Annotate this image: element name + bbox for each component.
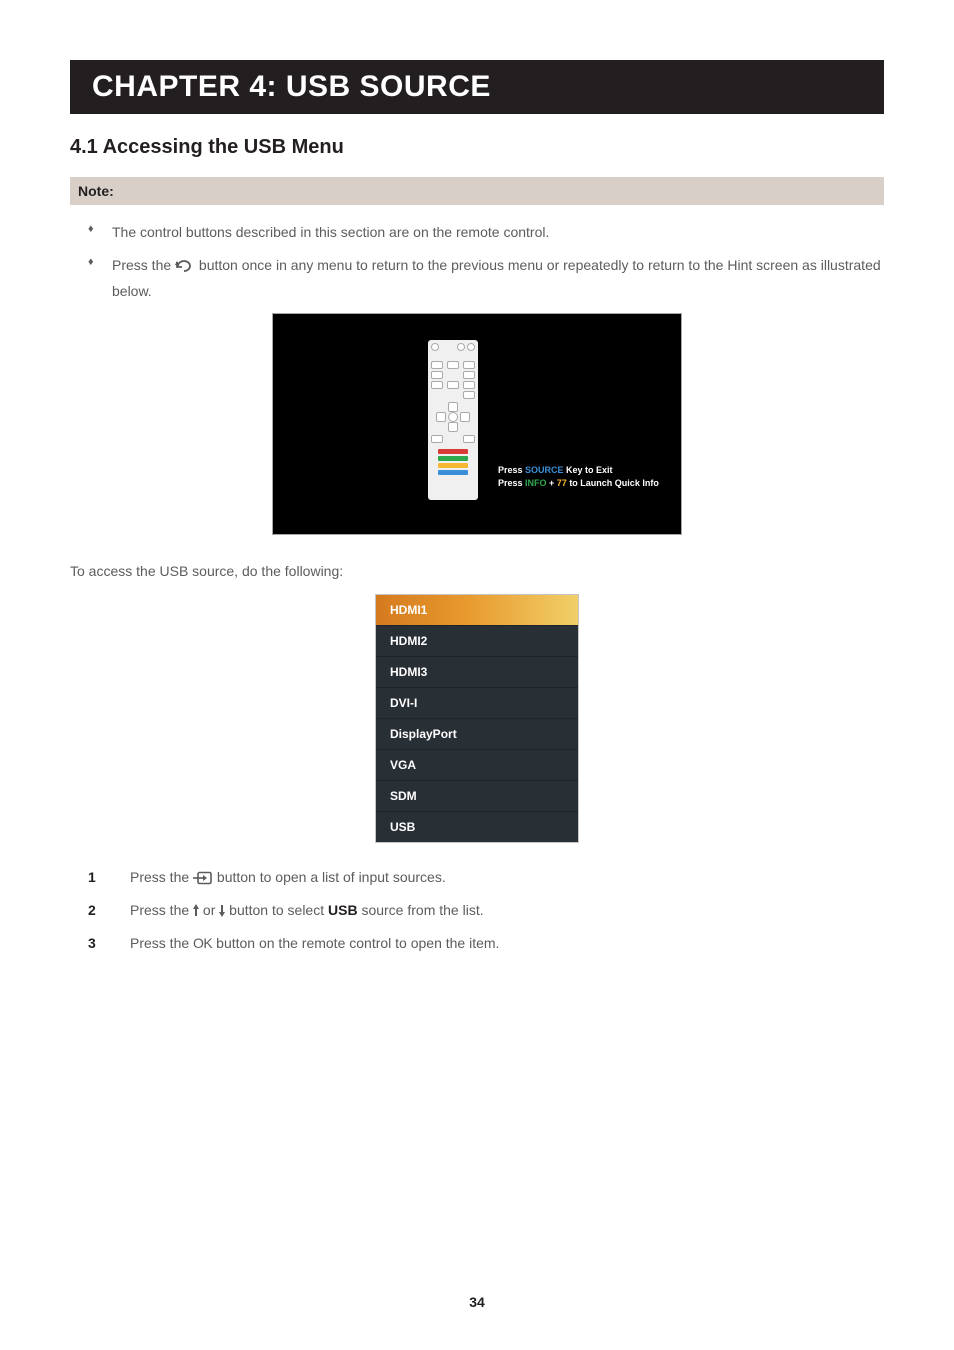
note-label: Note: [70, 177, 884, 205]
hint-line1-prefix: Press [498, 465, 525, 475]
blue-button-icon [438, 470, 468, 475]
hint-line1-suffix: Key to Exit [564, 465, 613, 475]
bullet-text: The control buttons described in this se… [112, 224, 549, 240]
down-arrow-icon [219, 904, 225, 917]
step-or: or [199, 902, 219, 918]
bullet-item: The control buttons described in this se… [88, 219, 884, 246]
hint-info-keyword: INFO [525, 478, 547, 488]
step-1: Press the button to open a list of input… [88, 865, 884, 890]
source-item-sdm[interactable]: SDM [376, 781, 578, 812]
bullet-item: Press the button once in any menu to ret… [88, 252, 884, 305]
hint-line2-prefix: Press [498, 478, 525, 488]
chapter-title: CHAPTER 4: USB SOURCE [92, 70, 491, 103]
step-text: source from the list. [358, 902, 484, 918]
ok-button-glyph: OK [193, 935, 212, 951]
hint-screen-figure: Press SOURCE Key to Exit Press INFO + 77… [272, 313, 682, 535]
bullet-text-suffix: button once in any menu to return to the… [112, 257, 881, 300]
source-item-hdmi1[interactable]: HDMI1 [376, 595, 578, 626]
steps-list: Press the button to open a list of input… [70, 865, 884, 957]
note-bullet-list: The control buttons described in this se… [70, 219, 884, 305]
page-number: 34 [0, 1294, 954, 1310]
return-icon [175, 257, 195, 273]
step-2: Press the or button to select USB source… [88, 898, 884, 923]
hint-plus: + [547, 478, 557, 488]
remote-control-graphic [428, 340, 478, 500]
red-button-icon [438, 449, 468, 454]
source-item-vga[interactable]: VGA [376, 750, 578, 781]
yellow-button-icon [438, 463, 468, 468]
hint-overlay-text: Press SOURCE Key to Exit Press INFO + 77… [498, 464, 659, 491]
source-item-displayport[interactable]: DisplayPort [376, 719, 578, 750]
step-3: Press the OK button on the remote contro… [88, 931, 884, 956]
step-text: Press the [130, 935, 193, 951]
source-item-hdmi2[interactable]: HDMI2 [376, 626, 578, 657]
step-text: button to select [225, 902, 328, 918]
source-menu: HDMI1 HDMI2 HDMI3 DVI-I DisplayPort VGA … [375, 594, 579, 843]
step-text: Press the [130, 902, 193, 918]
source-item-usb[interactable]: USB [376, 812, 578, 842]
source-item-hdmi3[interactable]: HDMI3 [376, 657, 578, 688]
step-text: button to open a list of input sources. [213, 869, 446, 885]
usb-bold: USB [328, 902, 358, 918]
green-button-icon [438, 456, 468, 461]
access-paragraph: To access the USB source, do the followi… [70, 559, 884, 584]
bullet-text-prefix: Press the [112, 257, 175, 273]
remote-color-buttons [431, 449, 475, 475]
up-arrow-icon [193, 904, 199, 917]
hint-number-keyword: 77 [557, 478, 567, 488]
source-item-dvi-i[interactable]: DVI-I [376, 688, 578, 719]
step-text: Press the [130, 869, 193, 885]
hint-line2-suffix: to Launch Quick Info [567, 478, 659, 488]
chapter-header: CHAPTER 4: USB SOURCE [70, 60, 884, 114]
step-text: button on the remote control to open the… [212, 935, 499, 951]
hint-source-keyword: SOURCE [525, 465, 564, 475]
input-source-icon [193, 869, 213, 885]
section-heading: 4.1 Accessing the USB Menu [70, 136, 884, 159]
